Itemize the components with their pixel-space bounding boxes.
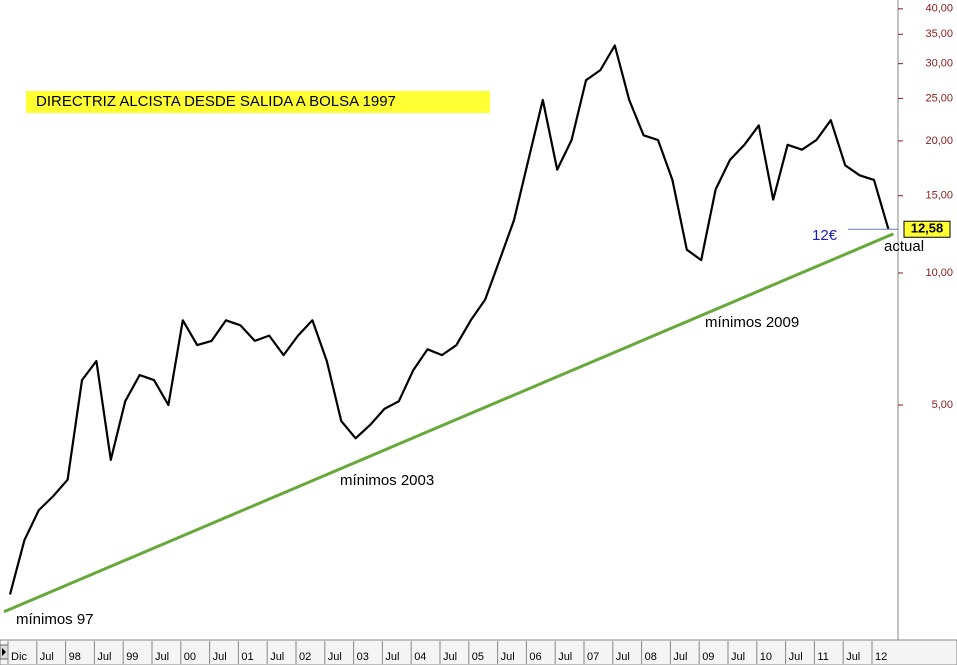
y-tick-label: 5,00	[932, 399, 953, 411]
y-tick-label: 10,00	[925, 267, 953, 279]
x-tick-label: 99	[126, 651, 138, 663]
x-tick-label: Jul	[155, 651, 169, 663]
y-tick-label: 30,00	[925, 58, 953, 70]
x-axis-strip	[0, 639, 957, 665]
x-tick-label: 08	[645, 651, 657, 663]
x-tick-label: Jul	[385, 651, 399, 663]
y-tick-label: 40,00	[925, 3, 953, 15]
annotation: actual	[884, 238, 924, 255]
x-tick-label: Jul	[97, 651, 111, 663]
x-tick-label: 00	[184, 651, 196, 663]
x-tick-label: 06	[529, 651, 541, 663]
x-tick-label: Jul	[616, 651, 630, 663]
price-line	[8, 44, 890, 595]
x-tick-label: 11	[817, 651, 828, 663]
y-tick-label: 15,00	[925, 190, 953, 202]
annotation: mínimos 2003	[340, 472, 434, 489]
x-tick-label: Jul	[731, 651, 745, 663]
scroll-arrow	[2, 648, 6, 656]
price-tag-label: 12,58	[911, 221, 944, 236]
title-box	[26, 91, 490, 113]
y-tick-label: 35,00	[925, 28, 953, 40]
price-tag	[903, 220, 951, 238]
x-tick-label: Jul	[270, 651, 284, 663]
x-tick-label: 10	[760, 651, 772, 663]
annotation: mínimos 97	[16, 611, 94, 628]
x-tick-label: 01	[241, 651, 253, 663]
chart-title: DIRECTRIZ ALCISTA DESDE SALIDA A BOLSA 1…	[36, 93, 396, 110]
x-tick-label: 04	[414, 651, 426, 663]
x-tick-label: 09	[702, 651, 714, 663]
x-tick-label: Jul	[846, 651, 860, 663]
x-tick-label: Jul	[328, 651, 342, 663]
x-tick-label: Jul	[558, 651, 572, 663]
annotation: mínimos 2009	[705, 314, 799, 331]
x-tick-label: Jul	[213, 651, 227, 663]
x-tick-label: 07	[587, 651, 599, 663]
x-tick-label: 02	[299, 651, 311, 663]
annotation: 12€	[812, 227, 838, 244]
x-tick-label: Jul	[443, 651, 457, 663]
y-tick-label: 25,00	[925, 92, 953, 104]
x-tick-label: Jul	[673, 651, 687, 663]
x-tick-label: 05	[472, 651, 484, 663]
x-tick-label: Jul	[40, 651, 54, 663]
x-tick-label: 12	[875, 651, 887, 663]
x-tick-label: Dic	[11, 651, 27, 663]
x-tick-label: Jul	[501, 651, 515, 663]
y-tick-label: 20,00	[925, 135, 953, 147]
x-tick-label: 98	[69, 651, 81, 663]
x-tick-label: Jul	[789, 651, 803, 663]
trendline	[3, 232, 894, 614]
x-tick-label: 03	[357, 651, 369, 663]
